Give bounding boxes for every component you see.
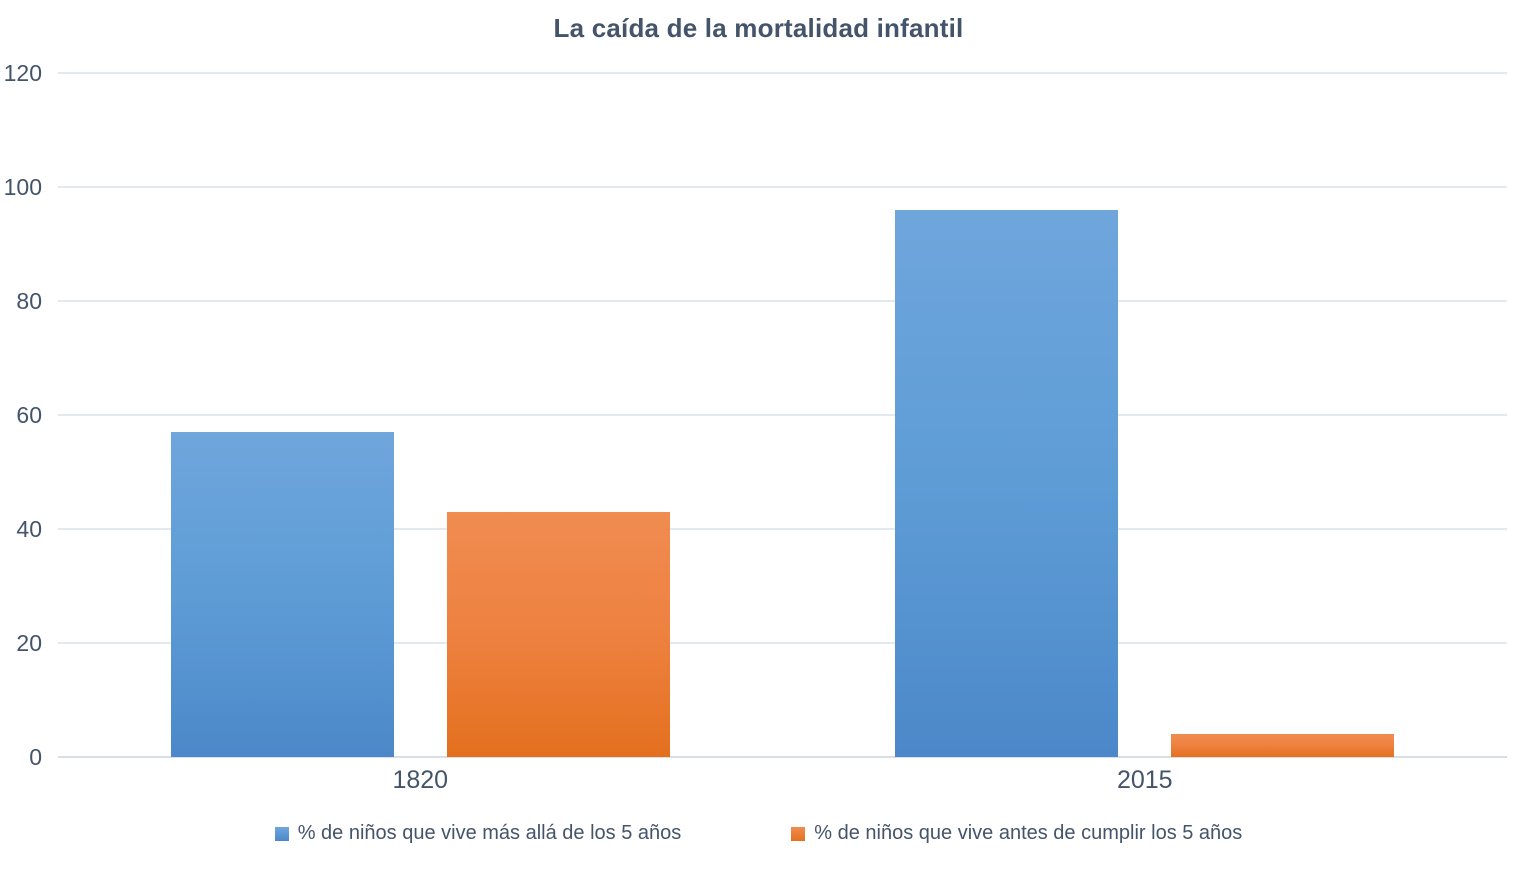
legend-label-die: % de niños que vive antes de cumplir los… <box>814 822 1243 844</box>
y-tick-label-100: 100 <box>3 174 42 200</box>
y-tick-label-120: 120 <box>3 60 42 86</box>
gridline-y40 <box>58 528 1507 530</box>
chart-title: La caída de la mortalidad infantil <box>553 13 964 43</box>
bar-1820-series1 <box>446 511 670 757</box>
legend-swatch-orange-icon <box>791 826 806 841</box>
legend-swatch-blue-icon <box>274 826 289 841</box>
y-tick-label-0: 0 <box>29 744 42 770</box>
x-tick-label-2015: 2015 <box>1116 766 1173 794</box>
y-tick-label-40: 40 <box>16 516 42 542</box>
y-tick-label-20: 20 <box>16 630 42 656</box>
gridline-y0 <box>58 756 1507 758</box>
gridline-y20 <box>58 642 1507 644</box>
gridline-y100 <box>58 186 1507 188</box>
gridline-y60 <box>58 414 1507 416</box>
y-axis-labels: 0 20 40 60 80 100 120 <box>0 60 42 770</box>
x-axis-labels: 1820 2015 <box>58 766 1507 796</box>
gridline-y80 <box>58 300 1507 302</box>
gridline-y120 <box>58 72 1507 74</box>
x-tick-label-1820: 1820 <box>392 766 449 794</box>
legend-item-survive: % de niños que vive más allá de los 5 añ… <box>274 822 682 845</box>
legend-label-survive: % de niños que vive más allá de los 5 añ… <box>297 822 682 844</box>
plot-area <box>58 72 1507 758</box>
bar-2015-series0 <box>895 209 1119 757</box>
bar-2015-series1 <box>1171 734 1395 757</box>
legend: % de niños que vive más allá de los 5 añ… <box>0 822 1517 845</box>
bar-1820-series0 <box>170 432 394 757</box>
legend-item-die: % de niños que vive antes de cumplir los… <box>791 822 1242 845</box>
y-tick-label-80: 80 <box>16 288 42 314</box>
y-tick-label-60: 60 <box>16 402 42 428</box>
